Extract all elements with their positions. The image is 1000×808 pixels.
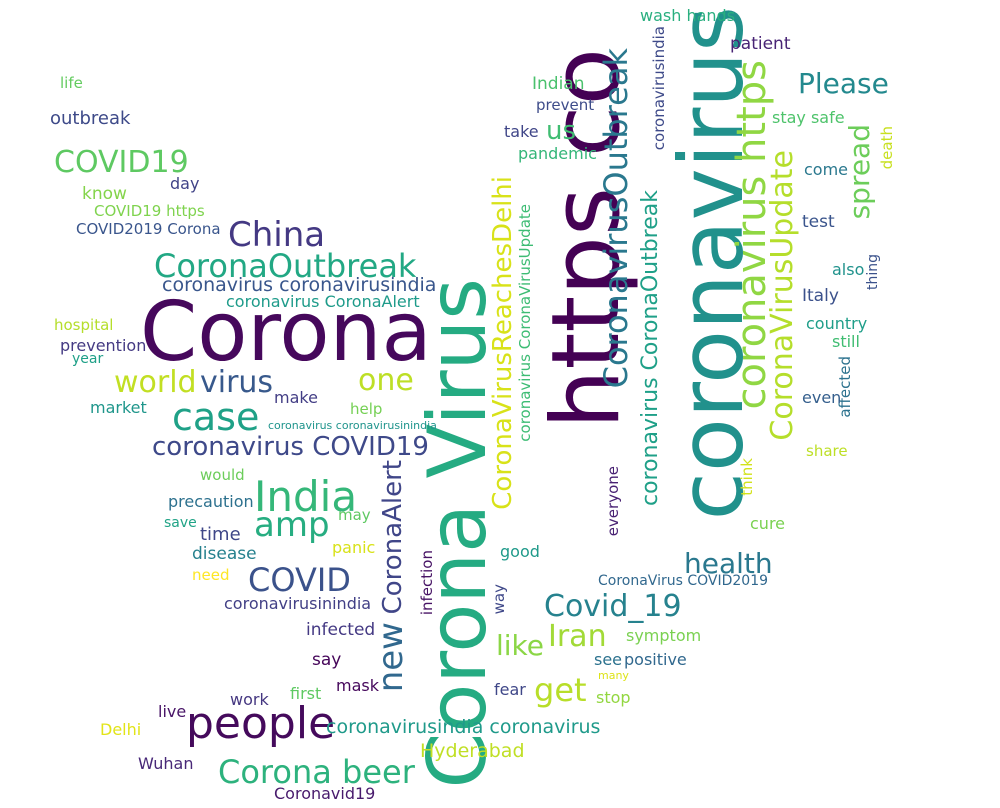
word-pandemic: pandemic [518,144,597,163]
word-see: see [594,650,623,669]
word-world: world [114,365,197,400]
word-help: help [350,400,383,418]
word-make: make [274,388,318,407]
word-come: come [804,160,849,179]
word-please: Please [798,67,889,100]
word-also: also [832,260,865,279]
word-spread: spread [843,124,876,220]
word-market: market [90,398,147,417]
word-prevention: prevention [60,336,147,355]
word-india: India [254,472,358,521]
word-share: share [806,442,848,460]
word-precaution: precaution [168,492,254,511]
word-one: one [358,363,414,398]
word-country: country [806,314,868,333]
word-people: people [186,698,336,749]
word-way: way [490,584,508,615]
word-covid19: COVID19 [54,145,189,180]
word-live: live [158,702,187,721]
word-coronavirusindia-coronavirus: coronavirusindia coronavirus [326,716,601,738]
word-coronavirus-coronavirusinindia: coronavirus coronavirusinindia [268,419,437,432]
word-outbreak: outbreak [50,108,131,129]
word-corona: Corona [140,285,432,380]
word-save: save [164,515,197,531]
word-life: life [60,74,83,92]
word-positive: positive [624,650,687,669]
word-indian: Indian [532,74,585,94]
word-stay-safe: stay safe [772,108,845,127]
word-coronavirusupdate: CoronaVirusUpdate [765,150,800,441]
word-new: new [371,622,411,693]
word-coronavirusindia-v: coronavirusindia [650,26,668,151]
word-affected: affected [836,356,854,418]
word-virus: virus [200,365,274,400]
word-infection: infection [418,550,436,616]
word-delhi: Delhi [100,720,142,739]
word-coronavirus-coronaalert: coronavirus CoronaAlert [226,292,420,311]
word-thing: thing [865,254,881,291]
word-test: test [802,212,835,232]
word-take: take [504,122,539,141]
word-coronavirusinindia: coronavirusinindia [224,594,372,613]
word-cure: cure [750,514,786,533]
word-disease: disease [192,544,257,564]
word-coronavirusreachesdelhi: CoronaVirusReachesDelhi [488,176,518,510]
word-covid-19: Covid_19 [544,589,682,624]
word-coronavirus-coronavirusupdate: coronavirus CoronaVirusUpdate [516,204,534,442]
word-iran: Iran [548,619,607,654]
word-may: may [338,506,371,524]
word-would: would [200,466,245,484]
word-infected: infected [306,620,376,640]
word-like: like [496,629,545,662]
word-think: think [738,458,756,496]
word-stop: stop [596,688,631,707]
word-death: death [878,126,896,170]
word-health: health [684,547,773,580]
word-coronavirus-covid19: coronavirus COVID19 [152,432,429,462]
word-wash-hands: wash hands [640,6,736,25]
word-still: still [832,332,860,351]
word-covid19-https: COVID19 https [94,202,205,220]
word-coronaoutbreak: CoronaOutbreak [154,247,417,285]
word-italy: Italy [802,286,839,306]
word-year: year [72,351,104,367]
word-patient: patient [730,34,791,54]
word-know: know [82,184,127,204]
word-coronaalert: CoronaAlert [378,460,408,615]
word-even: even [802,388,842,407]
word-hospital: hospital [54,316,114,334]
word-work: work [230,690,269,709]
word-hyderabad: Hyderabad [420,740,525,762]
word-good: good [500,542,540,561]
word-time: time [200,524,241,545]
word-fear: fear [494,680,526,699]
word-covid: COVID [248,561,351,599]
word-symptom: symptom [626,626,702,645]
word-coronavirusoutbreak: CoronavirusOutbreak [597,48,635,389]
word-mask: mask [336,676,379,695]
word-coronavirus-coronavirusindia: coronavirus coronavirusindia [162,274,437,296]
word-case: case [172,395,260,439]
word-china: China [228,215,326,255]
word-corona-beer: Corona beer [218,753,415,791]
word-everyone: everyone [604,466,622,537]
word-get: get [534,671,587,709]
word-first: first [290,684,322,703]
word-prevent: prevent [536,96,595,114]
word-coronavirus-coronaoutbreak: coronavirus CoronaOutbreak [638,190,663,507]
word-say: say [312,650,342,670]
word-coronavid19: Coronavid19 [274,784,376,803]
word-day: day [170,174,200,193]
word-panic: panic [332,538,376,557]
word-us: us [546,116,577,146]
word-coronavirus-covid2019: CoronaVirus COVID2019 [598,573,769,589]
word-wuhan: Wuhan [138,754,194,773]
word-amp: amp [254,505,330,545]
word-need: need [192,566,230,584]
word-covid2019-corona: COVID2019 Corona [76,220,221,238]
word-many: many [598,669,629,682]
